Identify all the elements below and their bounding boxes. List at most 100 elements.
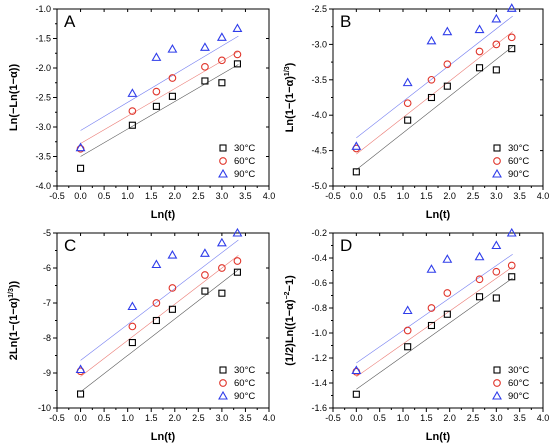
x-tick-label: 4.0 (263, 191, 276, 201)
legend-label: 90°C (234, 169, 255, 180)
chart-panel-c: -0.5 0.0 0.5 1.0 1.5 2.0 2.5 3.0 3.5 4.0 -10 -9 -8 -7… (8, 227, 276, 443)
data-point (426, 35, 437, 45)
panel-label: B (340, 12, 351, 31)
y-tick-label: -0.8 (311, 303, 327, 313)
data-point (199, 248, 210, 257)
x-tick-label: 2.5 (467, 413, 480, 423)
data-point (427, 304, 436, 312)
x-tick-label: 2.0 (443, 413, 456, 423)
y-tick-label: -4.0 (35, 181, 51, 191)
y-tick-label: -4.5 (311, 146, 327, 156)
data-point (152, 87, 161, 96)
data-point (232, 23, 243, 33)
x-axis-title: Ln(t) (426, 209, 451, 221)
legend-marker (493, 144, 501, 152)
data-point (127, 88, 138, 97)
legend-label: 90°C (508, 169, 529, 180)
data-point (442, 254, 453, 263)
fit-line (356, 15, 513, 139)
x-tick-label: -0.5 (49, 413, 65, 423)
y-tick-label: -2.5 (311, 4, 327, 14)
legend-label: 60°C (234, 378, 255, 389)
y-tick-label: -3.5 (35, 152, 51, 162)
y-axis-title: Ln(−Ln(1−α)) (8, 64, 20, 132)
fit-line (356, 46, 513, 170)
x-tick-label: 2.0 (169, 191, 182, 201)
data-point (167, 44, 178, 53)
y-axis-title: 2Ln(1−(1−α)1/3)) (8, 280, 20, 360)
legend-label: 60°C (234, 156, 255, 167)
data-point (507, 33, 516, 42)
data-point (475, 64, 484, 72)
data-point (474, 24, 485, 34)
y-tick-label: -5.0 (311, 181, 327, 191)
x-tick-label: -0.5 (325, 413, 341, 423)
fit-line (356, 277, 513, 390)
data-point (128, 107, 137, 115)
legend-label: 30°C (508, 143, 529, 154)
legend-marker (493, 379, 501, 387)
x-tick-label: 2.5 (467, 191, 480, 201)
data-point (75, 364, 86, 374)
data-point (427, 75, 436, 84)
data-point (127, 301, 138, 311)
data-point (152, 316, 160, 325)
data-point (475, 293, 484, 301)
y-tick-label: -9 (43, 368, 51, 378)
fit-line (80, 51, 239, 144)
x-axis-title: Ln(t) (151, 209, 176, 221)
y-axis-title: Ln(1−(1−α)1/3) (284, 62, 296, 132)
data-point (491, 13, 502, 23)
data-point (352, 390, 360, 398)
data-point (427, 321, 436, 330)
x-tick-label: 3.5 (239, 413, 252, 423)
data-point (443, 60, 452, 69)
data-point (402, 77, 413, 87)
data-point (443, 289, 452, 297)
x-tick-label: 1.5 (420, 413, 433, 423)
data-point (167, 249, 178, 259)
legend-label: 90°C (234, 391, 255, 402)
legend: 30°C 60°C 90°C (492, 365, 529, 402)
x-tick-label: 1.0 (397, 413, 410, 423)
y-tick-label: -2.5 (35, 93, 51, 103)
data-point (491, 240, 502, 250)
x-tick-label: 3.0 (490, 191, 503, 201)
x-tick-label: 4.0 (263, 413, 276, 423)
x-tick-label: -0.5 (325, 191, 341, 201)
x-tick-label: 2.5 (192, 413, 205, 423)
fit-line (356, 266, 513, 377)
data-point (199, 42, 210, 51)
data-point (151, 52, 162, 61)
x-tick-label: 0.5 (98, 191, 111, 201)
chart-panel-b: -0.5 0.0 0.5 1.0 1.5 2.0 2.5 3.0 3.5 4.0 -5.0 -4.5 -… (284, 3, 549, 221)
legend: 30°C 60°C 90°C (218, 143, 255, 180)
x-tick-label: 2.0 (169, 413, 182, 423)
fit-line (80, 239, 239, 361)
legend-marker (492, 390, 502, 400)
data-point (233, 268, 241, 276)
data-point (475, 275, 484, 284)
data-point (75, 142, 86, 152)
data-point (506, 227, 517, 237)
x-tick-label: 0.5 (373, 191, 386, 201)
x-tick-label: 0.0 (74, 413, 87, 423)
y-tick-label: -6 (43, 263, 51, 273)
fit-line (80, 64, 239, 157)
x-tick-label: 3.5 (513, 191, 526, 201)
legend: 30°C 60°C 90°C (492, 143, 529, 180)
legend-marker (493, 157, 501, 165)
y-tick-label: -2.0 (35, 63, 51, 73)
x-tick-label: 1.0 (397, 191, 410, 201)
y-tick-label: -0.2 (311, 228, 327, 238)
data-point (168, 92, 176, 100)
y-tick-label: -7 (43, 298, 51, 308)
data-point (233, 60, 241, 68)
data-point (442, 26, 453, 36)
legend-marker (219, 144, 227, 152)
y-tick-label: -1.0 (35, 4, 51, 14)
data-point (128, 121, 136, 129)
x-tick-label: 0.0 (350, 413, 363, 423)
data-point (351, 141, 362, 150)
y-tick-label: -3.5 (311, 75, 327, 85)
